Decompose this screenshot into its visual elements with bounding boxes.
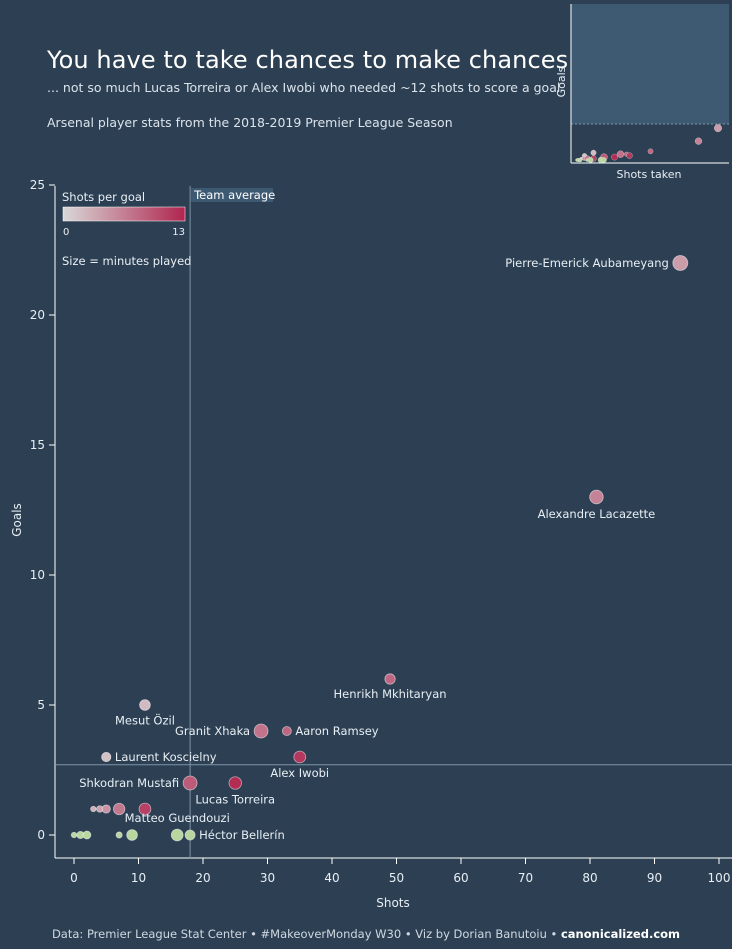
main-axes: 0 5 10 15 20 25 0 10 20 30 40 50 60 70 80 90 100 Shots …: [10, 178, 732, 910]
x-tick-label: 80: [582, 871, 597, 885]
scatter-point[interactable]: [82, 830, 92, 840]
inset-point: [587, 157, 594, 163]
season-note: Arsenal player stats from the 2018-2019 …: [47, 115, 453, 130]
legend-title: Shots per goal: [62, 190, 145, 204]
chart-title: You have to take chances to make chances…: [47, 46, 578, 74]
scatter-point[interactable]: [138, 802, 152, 816]
x-tick-label: 40: [324, 871, 339, 885]
inset-point: [601, 157, 607, 163]
footer-site-link[interactable]: canonicalized.com: [560, 927, 681, 941]
inset-chart: Shots taken Goals: [555, 4, 729, 181]
footer: Data: Premier League Stat Center • #Make…: [0, 927, 732, 941]
legend: Shots per goal 0 13 Size = minutes playe…: [62, 190, 191, 268]
footer-credits: Data: Premier League Stat Center • #Make…: [51, 927, 561, 941]
scatter-point[interactable]: [293, 750, 307, 764]
x-tick-label: 100: [708, 871, 731, 885]
x-tick-label: 20: [195, 871, 210, 885]
legend-max-label: 13: [172, 227, 185, 238]
inset-points: [575, 124, 722, 164]
legend-size-note: Size = minutes played: [62, 254, 191, 268]
point-label: Mesut Özil: [115, 711, 175, 727]
x-tick-label: 90: [647, 871, 662, 885]
inset-point: [714, 124, 722, 133]
inset-point: [611, 153, 618, 161]
y-tick-label: 10: [30, 568, 45, 582]
inset-zoom-region: [571, 4, 729, 124]
x-tick-label: 0: [70, 871, 78, 885]
data-points: [70, 255, 689, 842]
y-ticks: 0 5 10 15 20 25: [30, 178, 55, 842]
scatter-point[interactable]: [101, 804, 111, 814]
chart-subtitle: ... not so much Lucas Torreira or Alex I…: [47, 80, 561, 95]
x-tick-label: 70: [518, 871, 533, 885]
legend-color-ramp: [62, 206, 186, 222]
scatter-point[interactable]: [126, 829, 138, 841]
x-axis-title: Shots: [376, 896, 410, 910]
point-label: Aaron Ramsey: [295, 724, 378, 738]
x-tick-label: 60: [453, 871, 468, 885]
scatter-point[interactable]: [101, 751, 112, 763]
inset-point: [616, 150, 625, 158]
legend-min-label: 0: [63, 227, 69, 238]
scatter-point[interactable]: [184, 829, 196, 841]
scatter-point[interactable]: [253, 723, 269, 739]
y-tick-label: 20: [30, 308, 45, 322]
point-label: Henrikh Mkhitaryan: [334, 687, 447, 701]
scatter-point[interactable]: [589, 489, 604, 505]
y-tick-label: 25: [30, 178, 45, 192]
inset-point: [590, 149, 597, 156]
scatter-point[interactable]: [113, 802, 126, 816]
point-label: Lucas Torreira: [195, 792, 275, 806]
inset-x-label: Shots taken: [617, 168, 682, 181]
point-label: Laurent Koscielny: [115, 750, 217, 764]
y-tick-label: 5: [37, 698, 45, 712]
point-label: Alex Iwobi: [270, 766, 329, 780]
scatter-point[interactable]: [170, 828, 184, 842]
y-axis-title: Goals: [10, 503, 24, 537]
team-average-label: Team average: [193, 188, 275, 202]
point-label: Granit Xhaka: [175, 724, 250, 738]
x-tick-label: 50: [389, 871, 404, 885]
point-label: Shkodran Mustafi: [79, 776, 179, 790]
y-tick-label: 15: [30, 438, 45, 452]
y-tick-label: 0: [37, 828, 45, 842]
scatter-point[interactable]: [70, 831, 78, 839]
team-average: Team average: [55, 186, 732, 858]
scatter-point[interactable]: [182, 775, 198, 791]
scatter-point[interactable]: [384, 673, 396, 685]
team-average-label-bg: [191, 188, 274, 202]
scatter-point[interactable]: [672, 255, 689, 271]
inset-point: [577, 157, 583, 163]
scatter-point[interactable]: [90, 805, 97, 813]
data-labels: Pierre-Emerick Aubameyang Alexandre Lacaz…: [79, 256, 669, 842]
point-label: Matteo Guendouzi: [125, 811, 230, 825]
scatter-point[interactable]: [139, 699, 151, 711]
inset-point: [647, 148, 654, 155]
point-label: Pierre-Emerick Aubameyang: [505, 256, 669, 270]
x-ticks: 0 10 20 30 40 50 60 70 80 90 100: [70, 858, 730, 885]
point-label: Alexandre Lacazette: [538, 507, 656, 521]
scatter-point[interactable]: [281, 726, 292, 736]
scatter-point[interactable]: [115, 831, 123, 839]
inset-point: [626, 152, 633, 159]
scatter-point[interactable]: [228, 776, 242, 790]
inset-y-label: Goals: [555, 66, 568, 97]
x-tick-label: 30: [260, 871, 275, 885]
point-label: Héctor Bellerín: [199, 828, 285, 842]
x-tick-label: 10: [131, 871, 146, 885]
inset-point: [694, 137, 703, 145]
